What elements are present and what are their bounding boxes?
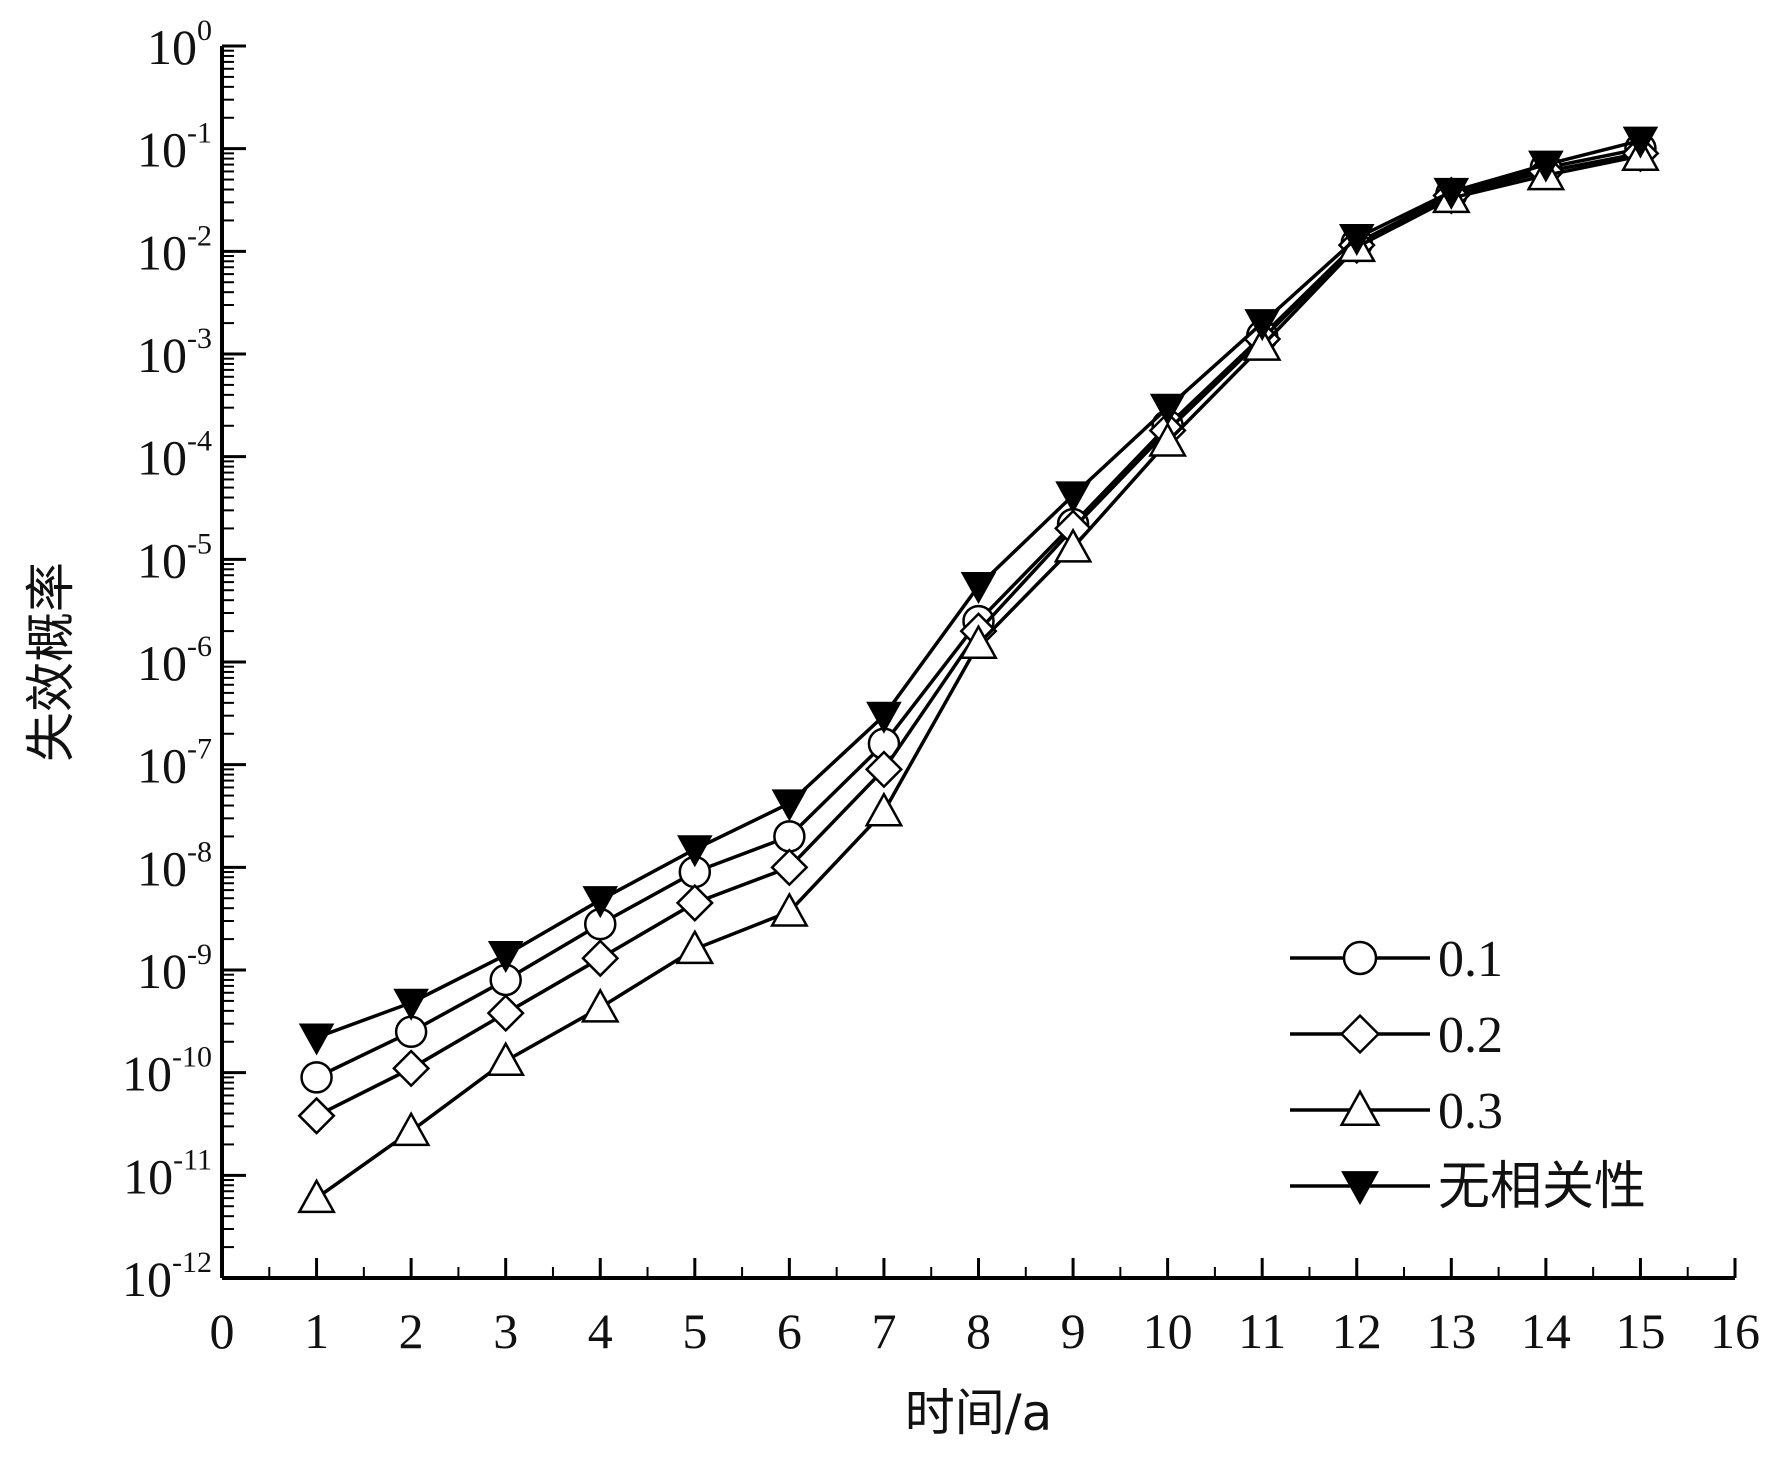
data-point [297, 1178, 336, 1214]
data-point [959, 624, 998, 659]
data-point [1242, 326, 1282, 361]
x-tick-label: 10 [1143, 1303, 1193, 1359]
x-tick-label: 16 [1710, 1303, 1760, 1359]
legend-label: 0.1 [1438, 931, 1503, 988]
data-point [866, 701, 902, 734]
x-tick-label: 13 [1426, 1303, 1476, 1359]
data-point [392, 1049, 431, 1088]
x-tick-label: 1 [304, 1303, 329, 1359]
data-point [580, 987, 620, 1023]
legend-item-1: 0.1 [1290, 931, 1503, 988]
data-point [675, 929, 715, 965]
data-point [1148, 421, 1187, 457]
y-tick-label: 10-5 [137, 527, 212, 588]
legend-label: 无相关性 [1438, 1159, 1646, 1216]
data-point [297, 1096, 336, 1135]
data-point [394, 1015, 428, 1049]
x-tick-label: 2 [399, 1303, 424, 1359]
data-point [864, 750, 903, 789]
x-tick-label: 3 [493, 1303, 518, 1359]
legend-label: 0.3 [1438, 1083, 1503, 1140]
legend-item-2: 0.2 [1290, 1007, 1503, 1064]
x-tick-label: 11 [1238, 1303, 1286, 1359]
data-point [391, 1111, 431, 1147]
data-point [1053, 527, 1093, 563]
data-point [677, 835, 713, 868]
y-tick-label: 10-1 [137, 117, 212, 178]
data-point [771, 789, 808, 822]
data-point [1244, 309, 1280, 342]
axes [220, 46, 1735, 1280]
legend-marker [1341, 1171, 1379, 1206]
y-tick-label: 10-10 [122, 1041, 212, 1102]
data-point [864, 791, 904, 827]
x-tick-label: 14 [1521, 1303, 1571, 1359]
y-tick-label: 10-9 [137, 938, 212, 999]
ticks: 0 1 2 3 4 5 6 7 8 9 10 11 12 13 14 15 1610-1210-1110-101… [122, 14, 1760, 1359]
data-point [675, 883, 714, 922]
data-point [1149, 393, 1186, 426]
x-tick-label: 8 [966, 1303, 991, 1359]
y-tick-label: 100 [147, 14, 212, 75]
x-tick-label: 7 [871, 1303, 896, 1359]
data-point [486, 1041, 526, 1077]
x-tick-label: 4 [588, 1303, 613, 1359]
data-point [1433, 177, 1470, 210]
y-tick-label: 10-4 [137, 425, 212, 486]
y-tick-label: 10-11 [123, 1143, 212, 1204]
y-axis-title: 失效概率 [22, 562, 80, 762]
x-tick-label: 12 [1332, 1303, 1382, 1359]
data-point [1055, 481, 1091, 514]
y-tick-label: 10-3 [137, 322, 212, 383]
data-point [487, 941, 524, 974]
x-tick-label: 9 [1061, 1303, 1086, 1359]
data-point [1622, 126, 1659, 159]
data-point [581, 939, 620, 978]
data-point [1528, 150, 1564, 183]
x-axis-title: 时间/a [905, 1384, 1053, 1442]
data-point [770, 891, 809, 927]
legend: 0.1 0.2 0.3 无相关性 [1290, 931, 1646, 1216]
legend-marker [1342, 940, 1378, 976]
x-tick-label: 15 [1615, 1303, 1665, 1359]
y-tick-label: 10-2 [137, 219, 212, 280]
legend-marker [1339, 1013, 1381, 1055]
data-point [582, 886, 619, 919]
y-tick-label: 10-7 [137, 733, 212, 794]
y-tick-label: 10-6 [137, 630, 212, 691]
data-point [486, 994, 525, 1033]
data-point [960, 572, 997, 605]
x-tick-label: 0 [210, 1303, 235, 1359]
x-tick-label: 6 [777, 1303, 802, 1359]
data-point [393, 988, 429, 1021]
data-point [298, 1023, 335, 1056]
data-point [1338, 224, 1375, 256]
data-point [300, 1061, 333, 1094]
legend-item-3: 0.3 [1290, 1083, 1503, 1140]
data-point [770, 848, 809, 887]
legend-label: 0.2 [1438, 1007, 1503, 1064]
data-point [773, 820, 806, 853]
x-tick-label: 5 [682, 1303, 707, 1359]
y-tick-label: 10-8 [137, 835, 212, 896]
y-tick-label: 10-12 [122, 1246, 212, 1307]
legend-marker [1339, 1089, 1381, 1126]
series-4 [298, 126, 1659, 1056]
series-group [297, 126, 1660, 1214]
legend-item-4: 无相关性 [1290, 1159, 1646, 1216]
